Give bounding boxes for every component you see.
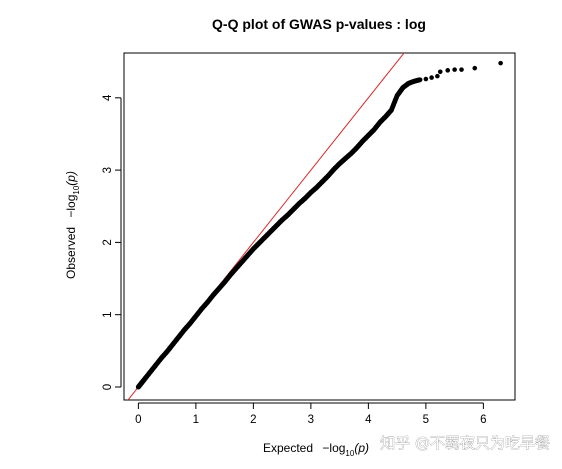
data-point (159, 355, 164, 361)
data-point (199, 306, 204, 312)
data-point (437, 69, 443, 75)
data-point (337, 161, 342, 166)
data-point (291, 206, 296, 212)
x-tick-label: 4 (365, 414, 372, 426)
x-tick-label: 1 (193, 414, 199, 426)
chart-title: Q-Q plot of GWAS p-values : log (212, 16, 426, 32)
data-point (366, 133, 371, 138)
data-point (417, 77, 423, 83)
data-point (256, 240, 262, 246)
data-point (445, 68, 451, 73)
data-point (308, 190, 314, 195)
data-point (228, 272, 233, 278)
data-point (153, 363, 158, 368)
data-point (216, 286, 222, 291)
data-point (302, 196, 308, 201)
data-point (354, 145, 360, 151)
data-point (452, 67, 457, 72)
data-point (389, 107, 394, 113)
data-point (205, 300, 210, 305)
data-points (135, 60, 503, 390)
x-tick-label: 3 (308, 414, 314, 426)
data-point (268, 229, 273, 234)
data-point (297, 201, 302, 206)
data-point (400, 85, 406, 90)
data-point (193, 313, 199, 319)
data-point (138, 381, 144, 386)
data-point (406, 81, 411, 86)
data-point (274, 223, 279, 229)
data-point (320, 179, 325, 184)
data-point (251, 246, 256, 252)
plot-frame (123, 52, 516, 401)
data-point (394, 93, 400, 98)
x-tick-label: 0 (135, 414, 141, 426)
data-point (210, 292, 216, 298)
data-point (377, 120, 383, 125)
y-tick-label: 4 (102, 94, 114, 101)
data-point (360, 138, 365, 144)
data-point (498, 60, 503, 66)
x-tick-label: 6 (480, 414, 486, 426)
y-tick-label: 1 (102, 311, 114, 317)
x-axis-label: Expected −log10(p) (263, 441, 369, 458)
y-tick-label: 2 (102, 239, 114, 245)
data-point (423, 76, 429, 82)
data-point (285, 212, 291, 218)
data-point (279, 217, 285, 223)
data-point (331, 167, 337, 172)
x-tick-label: 5 (423, 414, 429, 426)
data-point (176, 334, 181, 340)
y-axis-label: Observed −log10(p) (64, 171, 81, 279)
data-point (239, 259, 245, 265)
x-tick-label: 2 (250, 414, 256, 426)
reference-line (127, 53, 405, 400)
watermark: 知乎 @不羁夜只为吃早餐 (380, 434, 550, 452)
data-point (187, 321, 193, 326)
data-point (348, 151, 354, 156)
data-point (314, 185, 319, 190)
y-tick-label: 0 (102, 384, 114, 390)
data-point (371, 127, 377, 132)
data-point (245, 253, 250, 258)
x-axis: 0 1 2 3 4 5 6 (135, 402, 487, 426)
y-axis: 0 1 2 3 4 (102, 94, 122, 390)
data-point (170, 342, 176, 347)
data-point (429, 75, 434, 80)
data-point (262, 235, 268, 240)
plot-area (123, 52, 516, 401)
data-point (472, 65, 478, 71)
data-point (141, 377, 147, 383)
data-point (343, 156, 348, 161)
y-tick-label: 3 (102, 167, 114, 173)
data-point (383, 114, 388, 119)
data-point (182, 327, 187, 333)
data-point (233, 266, 239, 271)
data-point (325, 173, 331, 179)
data-point (412, 78, 417, 84)
data-point (147, 370, 153, 375)
data-point (136, 384, 141, 390)
data-point (459, 67, 464, 72)
data-point (164, 349, 170, 354)
data-point (435, 73, 440, 79)
data-point (222, 279, 227, 285)
